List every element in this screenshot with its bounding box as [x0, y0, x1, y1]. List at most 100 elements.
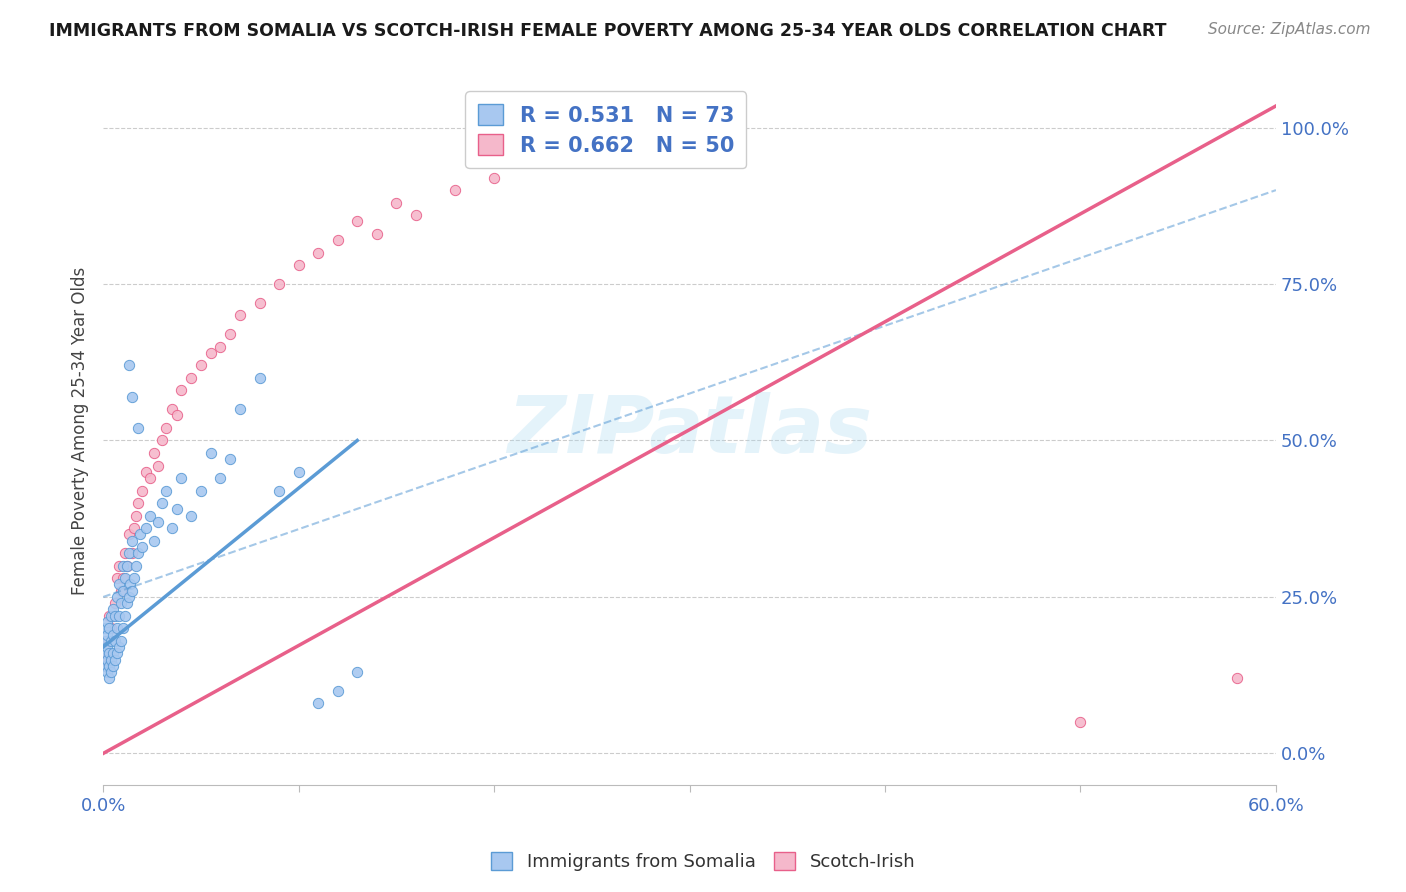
Point [346, 214, 368, 228]
Point [101, 658, 124, 673]
Point [267, 277, 290, 291]
Point [180, 371, 202, 385]
Point [190, 359, 212, 373]
Point [146, 515, 169, 529]
Point [219, 452, 242, 467]
Point [139, 508, 162, 523]
Point [160, 521, 183, 535]
Point [127, 546, 149, 560]
Point [104, 596, 127, 610]
Point [110, 633, 132, 648]
Point [110, 583, 132, 598]
Point [107, 640, 129, 654]
Point [98, 608, 121, 623]
Point [326, 233, 349, 247]
Point [200, 446, 222, 460]
Point [101, 646, 124, 660]
Point [678, 120, 700, 135]
Point [98, 621, 121, 635]
Y-axis label: Female Poverty Among 25-34 Year Olds: Female Poverty Among 25-34 Year Olds [72, 267, 89, 595]
Point [267, 483, 290, 498]
Point [96, 633, 118, 648]
Point [96, 652, 118, 666]
Point [127, 421, 149, 435]
Point [160, 402, 183, 417]
Point [200, 346, 222, 360]
Point [121, 546, 143, 560]
Point [125, 508, 148, 523]
Point [385, 195, 408, 210]
Point [150, 496, 173, 510]
Point [100, 633, 122, 648]
Point [287, 465, 309, 479]
Legend: R = 0.531   N = 73, R = 0.662   N = 50: R = 0.531 N = 73, R = 0.662 N = 50 [465, 91, 747, 169]
Point [101, 602, 124, 616]
Point [105, 571, 128, 585]
Point [111, 558, 134, 573]
Point [94, 652, 117, 666]
Point [96, 640, 118, 654]
Point [96, 665, 118, 679]
Point [104, 633, 127, 648]
Point [100, 665, 122, 679]
Point [307, 697, 329, 711]
Point [121, 583, 143, 598]
Point [131, 483, 153, 498]
Point [117, 359, 139, 373]
Point [249, 371, 271, 385]
Point [522, 152, 544, 166]
Point [482, 170, 505, 185]
Point [1226, 671, 1249, 685]
Point [121, 533, 143, 548]
Point [142, 533, 165, 548]
Point [117, 590, 139, 604]
Point [135, 465, 157, 479]
Point [155, 421, 177, 435]
Point [229, 308, 252, 322]
Point [114, 608, 136, 623]
Point [105, 646, 128, 660]
Point [209, 340, 232, 354]
Point [98, 646, 121, 660]
Point [107, 558, 129, 573]
Point [170, 471, 193, 485]
Point [326, 684, 349, 698]
Point [115, 558, 138, 573]
Point [107, 577, 129, 591]
Point [166, 502, 188, 516]
Point [98, 671, 121, 685]
Point [150, 434, 173, 448]
Point [135, 521, 157, 535]
Text: Source: ZipAtlas.com: Source: ZipAtlas.com [1208, 22, 1371, 37]
Point [249, 295, 271, 310]
Point [190, 483, 212, 498]
Point [115, 596, 138, 610]
Point [142, 446, 165, 460]
Point [107, 608, 129, 623]
Point [117, 527, 139, 541]
Point [127, 496, 149, 510]
Point [104, 652, 127, 666]
Point [94, 658, 117, 673]
Point [131, 540, 153, 554]
Point [124, 571, 146, 585]
Point [111, 621, 134, 635]
Point [139, 471, 162, 485]
Point [115, 558, 138, 573]
Point [444, 183, 467, 197]
Point [121, 390, 143, 404]
Point [146, 458, 169, 473]
Point [101, 608, 124, 623]
Point [129, 527, 152, 541]
Point [94, 633, 117, 648]
Point [100, 621, 122, 635]
Point [96, 627, 118, 641]
Point [209, 471, 232, 485]
Point [94, 621, 117, 635]
Point [110, 596, 132, 610]
Point [287, 258, 309, 272]
Point [229, 402, 252, 417]
Point [101, 627, 124, 641]
Point [117, 546, 139, 560]
Point [307, 245, 329, 260]
